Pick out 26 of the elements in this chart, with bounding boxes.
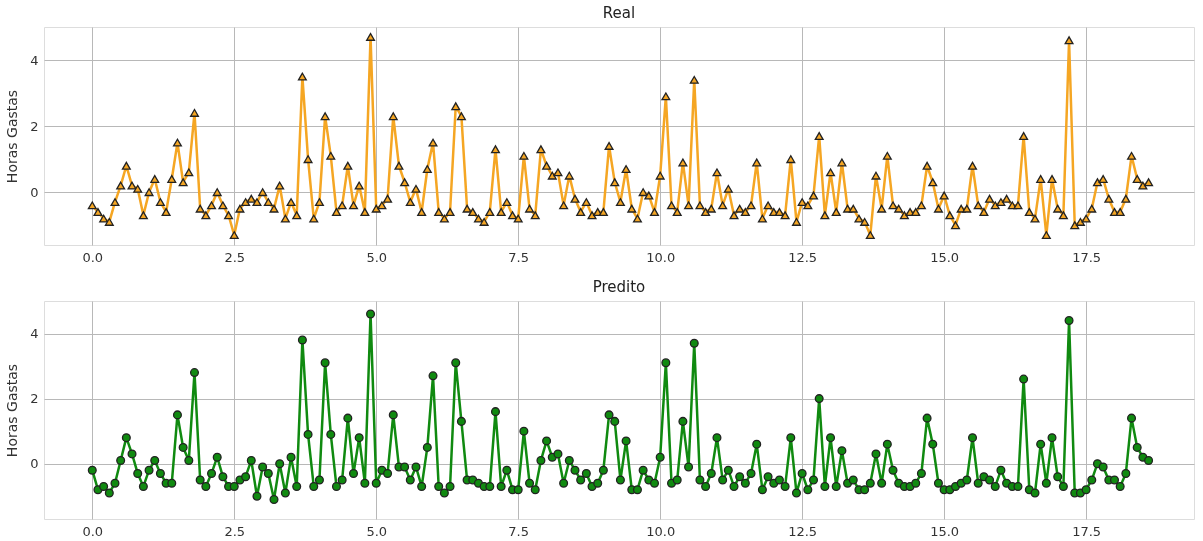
x-tick-label: 0.0 (82, 249, 104, 265)
x-tick-label: 7.5 (508, 523, 530, 539)
x-tick-label: 12.5 (788, 523, 818, 539)
y-axis-title: Horas Gastas (4, 89, 21, 184)
x-tick-label: 2.5 (224, 249, 246, 265)
y-tick-label: 2 (30, 118, 39, 134)
x-tick-label: 0.0 (82, 523, 104, 539)
x-tick-label: 12.5 (788, 249, 818, 265)
y-tick-label: 4 (30, 52, 39, 68)
x-tick-label: 5.0 (366, 523, 388, 539)
x-tick-label: 5.0 (366, 249, 388, 265)
x-tick-label: 15.0 (930, 523, 960, 539)
y-tick-label: 2 (30, 391, 39, 407)
y-tick-label: 4 (30, 326, 39, 342)
x-tick-label: 10.0 (646, 249, 676, 265)
y-axis-title: Horas Gastas (4, 363, 21, 458)
x-tick-label: 2.5 (224, 523, 246, 539)
chart-title: Predito (592, 278, 646, 296)
x-tick-label: 7.5 (508, 249, 530, 265)
chart-title: Real (602, 4, 636, 22)
x-tick-label: 10.0 (646, 523, 676, 539)
y-tick-label: 0 (30, 184, 39, 200)
x-tick-label: 17.5 (1072, 249, 1102, 265)
x-tick-label: 15.0 (930, 249, 960, 265)
x-tick-label: 17.5 (1072, 523, 1102, 539)
y-tick-label: 0 (30, 456, 39, 472)
